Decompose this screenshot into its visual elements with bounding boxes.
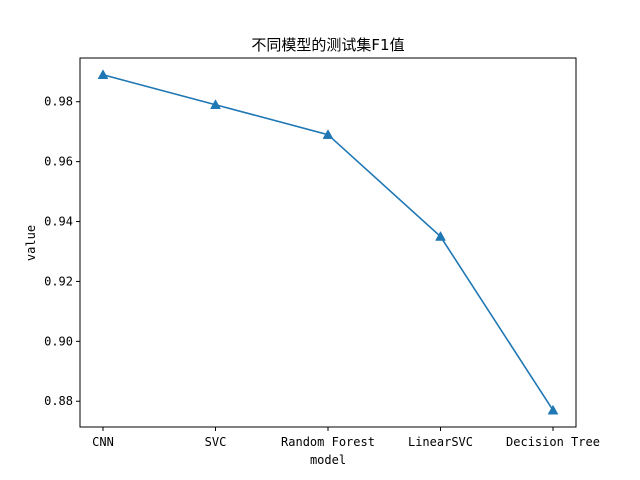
y-tick-label: 0.98 <box>44 95 73 109</box>
data-point-marker <box>547 404 559 415</box>
y-tick-label: 0.88 <box>44 394 73 408</box>
x-tick-label: Decision Tree <box>506 435 600 449</box>
data-point-marker <box>97 69 109 80</box>
y-axis-label: value <box>24 225 38 261</box>
data-point-marker <box>322 129 334 139</box>
series-markers <box>97 69 559 415</box>
x-tick-label: Random Forest <box>281 435 375 449</box>
y-tick-label: 0.92 <box>44 274 73 288</box>
x-axis-label: model <box>310 453 346 467</box>
x-tick-label: CNN <box>92 435 114 449</box>
x-tick-label: SVC <box>205 435 227 449</box>
data-point-marker <box>435 230 446 241</box>
y-axis: 0.88 0.90 0.92 0.94 0.96 0.98 <box>44 95 80 408</box>
y-tick-label: 0.96 <box>44 155 73 169</box>
chart-title: 不同模型的测试集F1值 <box>251 36 404 54</box>
x-tick-label: LinearSVC <box>408 435 473 449</box>
y-tick-label: 0.94 <box>44 215 73 229</box>
y-tick-label: 0.90 <box>44 334 73 348</box>
data-point-marker <box>210 99 221 109</box>
x-axis: CNN SVC Random Forest LinearSVC Decision Tre… <box>92 427 600 449</box>
